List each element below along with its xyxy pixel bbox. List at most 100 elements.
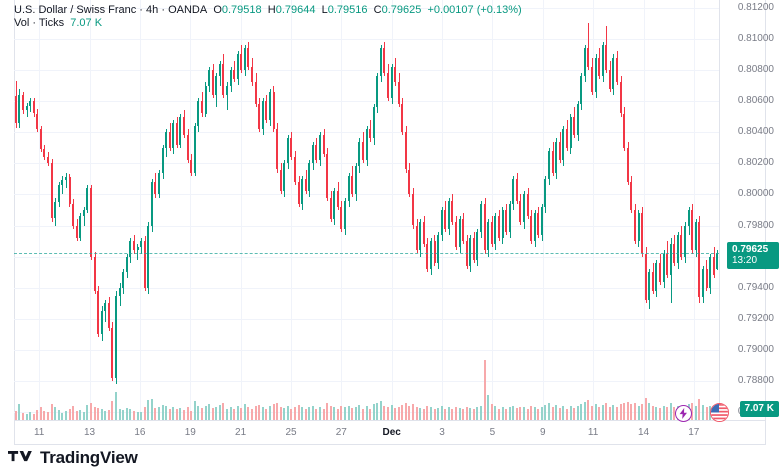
volume-bar <box>190 411 193 420</box>
price-axis[interactable]: 0.81200 0.81000 0.80800 0.80600 0.80400 0.802… <box>719 0 780 420</box>
candle-body <box>354 166 357 195</box>
current-price-badge[interactable]: 0.79625 13:20 <box>727 241 779 269</box>
volume-bar <box>426 406 429 420</box>
volume-bar <box>455 407 457 420</box>
volume-bar <box>336 408 339 420</box>
candle-body <box>154 182 157 195</box>
volume-bar <box>115 392 117 420</box>
candle-body <box>104 303 107 312</box>
volume-bar <box>562 406 565 420</box>
candle-body <box>487 222 490 251</box>
candle-body <box>18 94 21 123</box>
candle-body <box>54 202 57 218</box>
candle-body <box>701 269 704 298</box>
volume-bar <box>68 408 71 420</box>
candle-body <box>612 57 615 89</box>
candle-wick <box>84 206 85 226</box>
lightning-bolt-icon[interactable] <box>675 405 692 422</box>
candle-body <box>659 262 661 282</box>
volume-bar <box>440 406 443 420</box>
us-flag-icon[interactable] <box>710 403 729 422</box>
high-label: H <box>267 4 276 16</box>
time-gridline <box>139 0 141 420</box>
candle-body <box>111 328 114 378</box>
volume-bar <box>272 404 275 420</box>
volume-bar <box>616 407 618 420</box>
candle-body <box>415 225 418 251</box>
tradingview-logo[interactable]: TradingView <box>8 446 138 468</box>
candle-body <box>125 256 128 273</box>
legend-volume-row[interactable]: Vol · Ticks 7.07 K <box>14 17 522 30</box>
volume-bar <box>437 408 440 420</box>
candle-body <box>100 311 103 335</box>
candle-body <box>150 182 153 226</box>
price-gridline <box>14 225 719 227</box>
volume-bar <box>186 406 189 420</box>
candle-body <box>387 73 389 98</box>
price-gridline <box>14 163 719 165</box>
close-value: 0.79625 <box>381 4 422 16</box>
exchange-label: OANDA <box>168 4 208 16</box>
volume-bar <box>251 408 253 420</box>
price-gridline <box>14 7 719 9</box>
volume-bar <box>644 397 647 420</box>
volume-bar <box>301 407 304 420</box>
candle-body <box>79 216 82 238</box>
volume-badge[interactable]: 7.07 K <box>739 401 779 417</box>
volume-bar <box>136 412 139 420</box>
volume-bar <box>225 408 228 420</box>
candle-body <box>694 222 697 251</box>
volume-bar <box>551 406 554 420</box>
candle-body <box>580 76 583 105</box>
candle-body <box>215 76 218 95</box>
volume-bar <box>573 408 576 420</box>
interval-label[interactable]: 4h <box>146 4 159 16</box>
low-label: L <box>321 4 328 16</box>
candle-body <box>211 70 214 95</box>
candle-body <box>483 203 486 251</box>
candle-body <box>684 225 686 257</box>
volume-bar <box>465 406 468 420</box>
volume-bar <box>390 405 393 420</box>
volume-bar <box>143 406 146 420</box>
price-axis-label: 0.79200 <box>737 312 774 324</box>
volume-bar <box>215 406 218 420</box>
volume-bar <box>283 408 286 420</box>
candle-body <box>168 132 171 148</box>
volume-bar <box>691 402 694 420</box>
candle-body <box>440 210 443 235</box>
candle-body <box>676 234 679 263</box>
chart-plot-area[interactable] <box>14 0 719 420</box>
price-axis-label: 0.79800 <box>737 219 774 231</box>
volume-bar <box>397 406 400 420</box>
candle-body <box>401 104 404 133</box>
candle-body <box>50 163 53 218</box>
volume-bar <box>197 405 200 420</box>
candle-body <box>447 200 450 229</box>
candle-body <box>490 222 493 245</box>
candle-wick <box>528 188 529 220</box>
volume-bar <box>322 409 325 420</box>
volume-bar <box>57 410 60 420</box>
volume-bar <box>447 406 450 420</box>
candle-body <box>43 149 46 158</box>
candle-body <box>433 241 436 263</box>
candle-body <box>64 177 67 181</box>
time-axis[interactable]: 11 13 16 19 21 25 27 Dec 3 5 9 11 14 17 <box>14 420 766 445</box>
candle-body <box>458 219 461 248</box>
candle-body <box>404 132 407 170</box>
volume-bar <box>598 407 601 420</box>
price-gridline <box>14 194 719 196</box>
candle-body <box>669 244 672 276</box>
volume-bar <box>208 404 210 420</box>
legend-symbol-row[interactable]: U.S. Dollar / Swiss Franc · 4h · OANDA O… <box>14 4 522 17</box>
volume-bar <box>458 408 461 420</box>
volume-bar <box>161 405 164 420</box>
candle-body <box>619 82 622 114</box>
candle-body <box>143 241 146 288</box>
volume-bar <box>591 405 593 420</box>
volume-bar <box>175 409 178 420</box>
volume-bar <box>86 405 89 420</box>
symbol-title[interactable]: U.S. Dollar / Swiss Franc <box>14 4 137 16</box>
time-axis-label: 14 <box>637 427 650 438</box>
